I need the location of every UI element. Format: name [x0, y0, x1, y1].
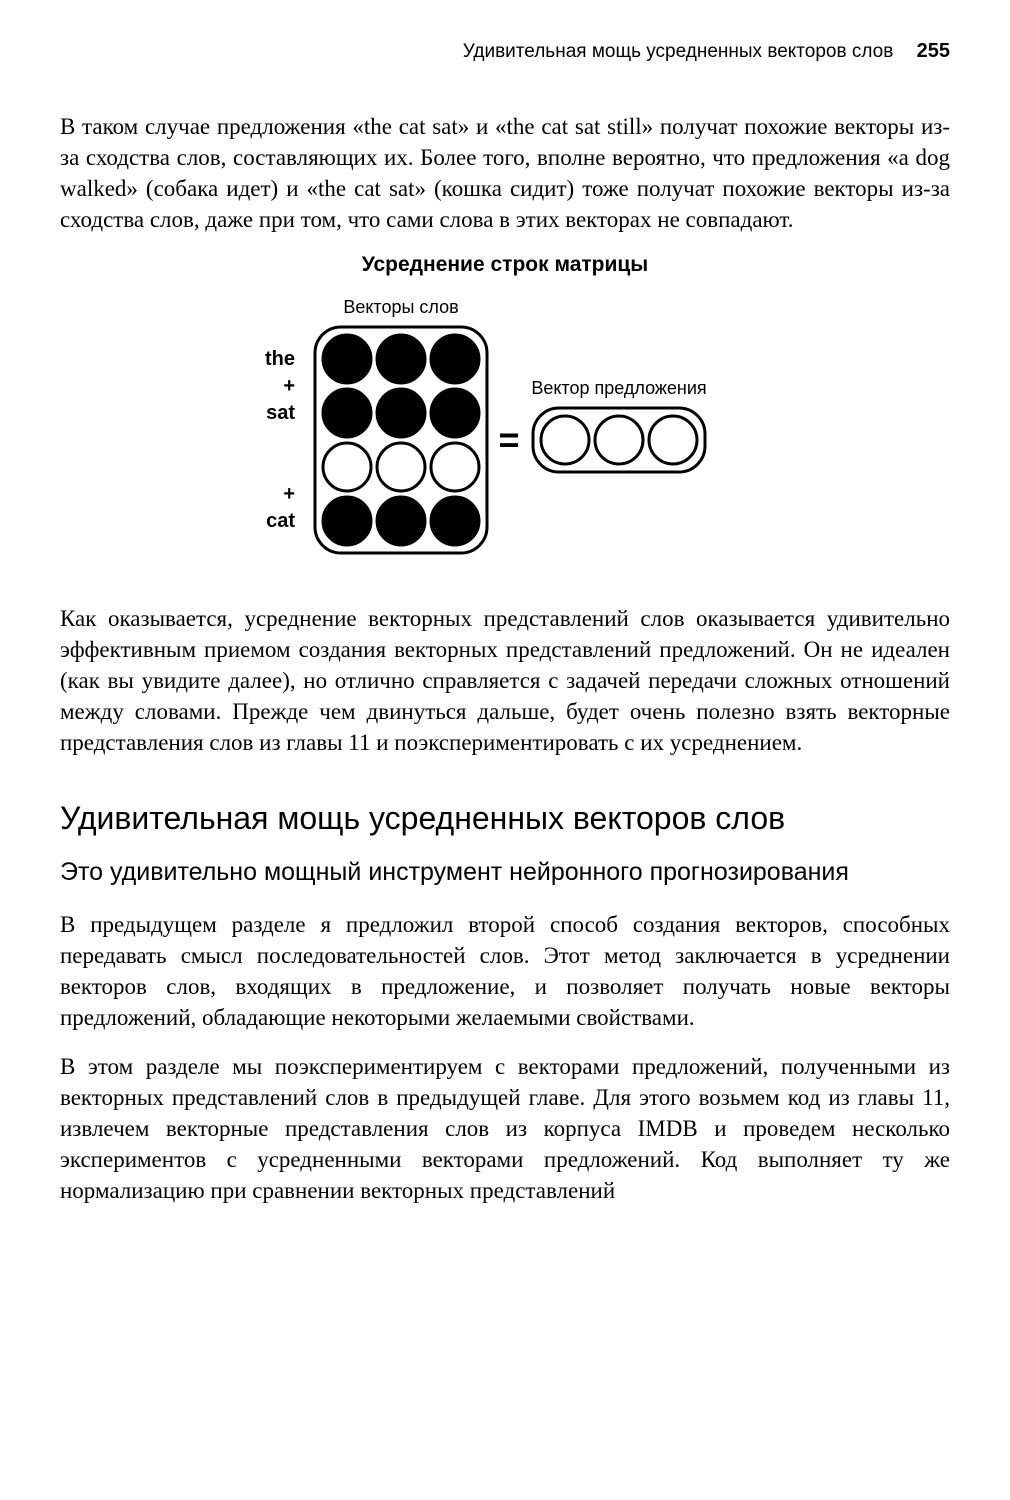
paragraph-4: В этом разделе мы поэкспериментируем с в…: [60, 1051, 950, 1206]
diagram-wrap: Усреднение строк матрицы Векторы слов the…: [60, 253, 950, 573]
sub-title: Это удивительно мощный инструмент нейрон…: [60, 856, 950, 889]
svg-text:Вектор предложения: Вектор предложения: [531, 378, 706, 398]
paragraph-1: В таком случае предложения «the cat sat»…: [60, 111, 950, 235]
paragraph-3: В предыдущем разделе я предложил второй …: [60, 909, 950, 1033]
paragraph-2: Как оказывается, усреднение векторных пр…: [60, 603, 950, 758]
svg-text:Векторы слов: Векторы слов: [343, 297, 458, 317]
page: Удивительная мощь усредненных векторов с…: [0, 0, 1010, 1500]
section-title: Удивительная мощь усредненных векторов с…: [60, 798, 950, 838]
svg-text:+: +: [283, 483, 295, 505]
svg-text:+: +: [283, 375, 295, 397]
diagram-title: Усреднение строк матрицы: [60, 253, 950, 277]
running-head: Удивительная мощь усредненных векторов с…: [60, 40, 950, 63]
svg-text:the: the: [265, 348, 295, 370]
svg-text:=: =: [498, 419, 519, 460]
svg-text:cat: cat: [266, 510, 295, 532]
page-number: 255: [917, 40, 950, 62]
averaging-diagram: Векторы слов the + sat + cat = Вектор предложен…: [145, 283, 865, 573]
running-title: Удивительная мощь усредненных векторов с…: [463, 41, 894, 62]
svg-text:sat: sat: [266, 402, 295, 424]
